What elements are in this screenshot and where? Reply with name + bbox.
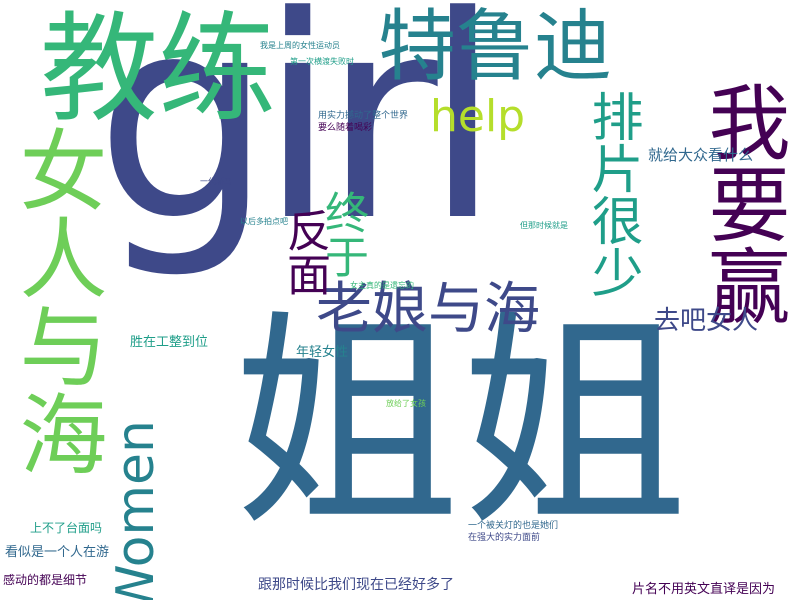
word-shangbuliao: 上不了台面吗 (30, 521, 103, 535)
word-jiugei-dazhong: 就给大众看什么 (648, 146, 754, 164)
word-fanggei: 放给了女孩 (386, 399, 426, 408)
word-zaiqiangda: 在强大的实力面前 (468, 533, 541, 543)
word-nvren-yu-hai: 女人与海 (5, 125, 108, 477)
word-pianming: 片名不用英文直译是因为 (632, 582, 776, 597)
word-help: help (430, 91, 526, 142)
word-yaome: 要么随着喝彩 (318, 123, 373, 133)
word-jiaolian: 教练 (40, 0, 277, 138)
word-jiejie: 姐姐 (232, 291, 688, 557)
word-yihou: 以后多拍点吧 (240, 217, 288, 226)
word-diyici: 第一次横渡失败时 (290, 57, 354, 66)
word-kansi: 看似是一个人在游 (5, 545, 110, 560)
word-dannashihou: 但那时候就是 (520, 221, 568, 230)
word-paipian-henshao: 排片很少 (582, 90, 642, 298)
word-quba-nvren: 去吧女人 (654, 306, 759, 336)
word-women: Women (106, 420, 166, 600)
word-woyaoying: 我要赢 (694, 80, 789, 326)
word-gennashihou: 跟那时候比我们现在已经好多了 (258, 577, 454, 593)
word-yongshili: 用实力撼动了整个世界 (318, 111, 409, 121)
word-yidai: 一代骄马 (200, 177, 232, 186)
word-teludi: 特鲁迪 (378, 2, 613, 92)
word-nianqing-nvxing: 年轻女性 (296, 345, 349, 360)
word-nvzhu: 女主真的是遗忘的 (350, 281, 414, 290)
word-yigebei: 一个被关灯的也是她们 (468, 521, 559, 531)
word-shengzai: 胜在工整到位 (130, 335, 209, 350)
word-girl: girl (95, 0, 501, 283)
word-laoniang-yu-hai: 老娘与海 (316, 277, 540, 342)
word-gandong: 感动的都是细节 (3, 573, 88, 587)
word-fanmian: 反面 (279, 208, 330, 296)
word-woshi: 我是上周的女性运动员 (260, 41, 340, 50)
word-zhongyu: 终于 (317, 190, 368, 278)
